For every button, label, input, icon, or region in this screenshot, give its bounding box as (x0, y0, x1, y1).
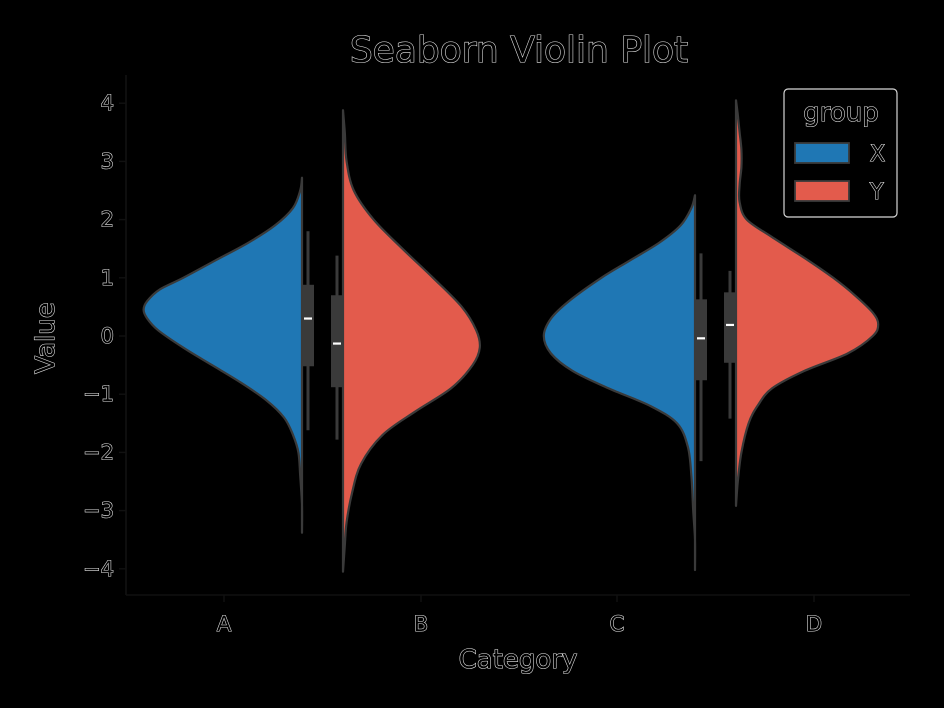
x-tick-label: C (610, 612, 625, 636)
y-tick-label: −4 (83, 557, 114, 581)
violin-iqr-box (695, 299, 707, 381)
violin-body (734, 99, 880, 507)
violin-body (341, 109, 482, 573)
y-tick-label: −1 (83, 382, 114, 406)
violin-B-Y (331, 109, 482, 573)
axes-layer: 4 3 2 1 0 −1 −2 −3 −4 A B C D (82, 75, 910, 637)
x-axis-label: Category (459, 645, 578, 675)
legend-swatch-Y (794, 180, 850, 202)
x-tick-label: D (806, 612, 822, 636)
violins-layer (142, 99, 880, 573)
violin-iqr-box (724, 292, 736, 363)
violin-iqr-box (331, 295, 343, 388)
y-tick-label: 3 (101, 149, 114, 173)
x-tick-label: B (414, 612, 428, 636)
y-axis-label: Value (31, 302, 61, 373)
y-tick-label: 2 (101, 208, 114, 232)
y-tick-label: 4 (101, 91, 114, 115)
legend: group XY (783, 88, 898, 218)
y-tick-label: 1 (101, 266, 114, 290)
y-tick-label: −3 (83, 499, 114, 523)
y-tick-label: −2 (83, 440, 114, 464)
violin-iqr-box (302, 284, 314, 367)
legend-label-X: X (870, 142, 885, 167)
legend-label-Y: Y (869, 180, 884, 205)
x-tick-label: A (217, 612, 232, 636)
chart-title: Seaborn Violin Plot (350, 30, 688, 71)
violin-body (542, 194, 697, 572)
legend-swatch-X (794, 142, 850, 164)
violin-body (142, 176, 304, 534)
violin-D-Y (724, 99, 880, 507)
legend-title: group (803, 98, 879, 128)
y-tick-label: 0 (101, 324, 114, 348)
violin-A-X (142, 176, 314, 534)
violin-C-X (542, 194, 707, 572)
